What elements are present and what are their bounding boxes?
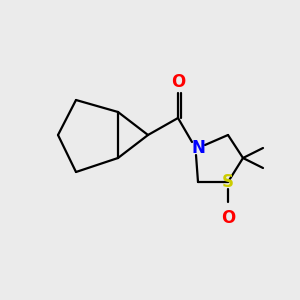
Text: S: S xyxy=(222,173,234,191)
Text: O: O xyxy=(171,73,185,91)
Text: O: O xyxy=(221,209,235,227)
Text: N: N xyxy=(191,139,205,157)
